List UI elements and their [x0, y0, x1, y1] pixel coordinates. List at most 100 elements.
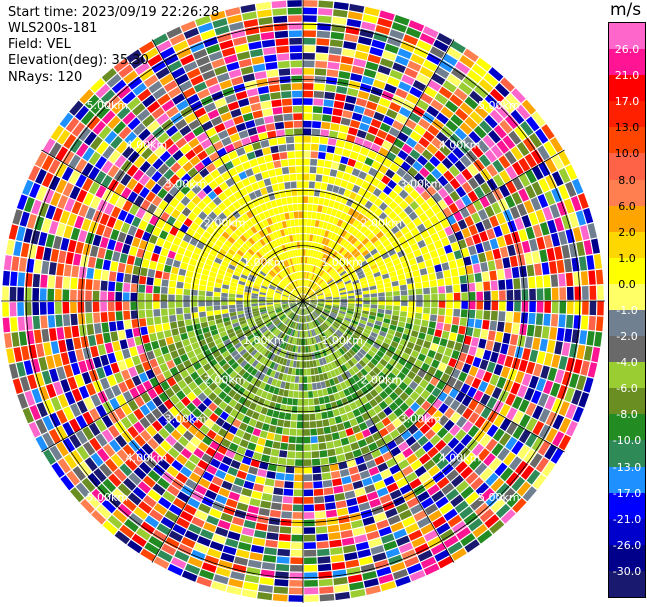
ppi-gate [95, 185, 107, 199]
ppi-gate [370, 308, 377, 313]
ppi-gate [254, 404, 263, 413]
ppi-gate [124, 234, 134, 246]
ppi-gate [41, 155, 54, 171]
ppi-gate [256, 275, 264, 281]
ppi-gate [113, 58, 129, 73]
ppi-gate [321, 472, 332, 481]
ppi-gate [297, 323, 300, 330]
ppi-gate [217, 105, 230, 115]
ppi-gate [509, 334, 519, 346]
ppi-gate [295, 345, 299, 353]
ppi-gate [266, 293, 274, 297]
ppi-gate [526, 264, 535, 277]
ppi-gate [198, 382, 208, 392]
ppi-gate [316, 533, 329, 542]
ppi-gate [199, 62, 213, 74]
ppi-gate [230, 282, 238, 287]
ppi-gate [296, 181, 303, 188]
ppi-gate [336, 85, 348, 95]
ppi-gate [138, 461, 152, 475]
ppi-gate [383, 376, 392, 386]
ppi-gate [267, 463, 278, 472]
ppi-gate [101, 110, 116, 125]
ppi-gate [450, 455, 463, 468]
ppi-gate [314, 275, 319, 282]
ppi-gate [139, 318, 147, 327]
ppi-gate [398, 459, 410, 470]
ppi-gate [426, 197, 437, 208]
ppi-gate [479, 359, 489, 371]
ppi-gate [384, 43, 399, 54]
ppi-gate [147, 438, 159, 450]
ppi-gate [90, 99, 105, 115]
ppi-gate [316, 251, 322, 259]
ppi-gate [217, 519, 231, 530]
ppi-gate [258, 249, 265, 257]
ppi-gate [460, 486, 475, 499]
ppi-gate [364, 342, 372, 349]
ppi-gate [32, 287, 40, 301]
ppi-gate [264, 277, 272, 283]
ppi-gate [298, 256, 301, 264]
ppi-gate [223, 320, 232, 327]
ppi-gate [144, 456, 157, 469]
ppi-gate [242, 432, 252, 441]
ppi-gate [295, 166, 303, 173]
ppi-gate [221, 335, 230, 342]
ppi-gate [403, 205, 414, 216]
ppi-gate [191, 342, 200, 350]
ppi-gate [254, 379, 262, 388]
ppi-gate [456, 333, 465, 344]
ppi-gate [310, 158, 318, 166]
ppi-gate [111, 384, 122, 397]
ppi-gate [157, 403, 169, 415]
ppi-gate [514, 242, 524, 255]
ppi-gate [69, 185, 81, 200]
ppi-gate [384, 282, 392, 288]
ppi-gate [33, 329, 43, 344]
ppi-gate [477, 448, 490, 462]
ppi-gate [324, 379, 331, 388]
ppi-gate [203, 522, 217, 533]
ppi-gate [99, 236, 109, 249]
ppi-gate [382, 501, 395, 512]
ppi-gate [419, 212, 429, 223]
ppi-gate [465, 354, 475, 365]
ppi-gate [280, 261, 286, 269]
ppi-gate [439, 254, 448, 264]
ppi-gate [347, 127, 358, 136]
ppi-gate [98, 125, 112, 140]
ppi-gate [192, 125, 205, 137]
ppi-gate [259, 238, 266, 247]
ppi-gate [329, 169, 338, 177]
ppi-gate [389, 271, 397, 278]
ppi-gate [113, 219, 124, 231]
ppi-gate [506, 301, 514, 312]
ppi-gate [282, 342, 287, 350]
ppi-gate [72, 466, 86, 481]
ppi-gate [279, 332, 285, 340]
ppi-gate [272, 184, 279, 192]
ppi-gate [182, 338, 191, 347]
ppi-gate [249, 134, 260, 144]
ppi-gate [427, 79, 442, 92]
ppi-gate [350, 201, 359, 210]
ppi-gate [235, 429, 245, 438]
ppi-gate [242, 112, 254, 122]
ppi-gate [101, 270, 109, 281]
ppi-gate [440, 236, 450, 247]
ppi-gate [499, 290, 506, 301]
ppi-gate [147, 489, 161, 502]
ppi-gate [163, 168, 175, 180]
ppi-gate [423, 219, 433, 229]
colorbar-label: -2.0 [616, 330, 638, 344]
ppi-gate [505, 472, 520, 487]
ppi-gate [544, 395, 556, 411]
ppi-gate [116, 106, 131, 120]
ppi-gate [275, 472, 285, 481]
ppi-gate [291, 90, 303, 98]
ppi-gate [289, 301, 296, 304]
ppi-gate [106, 73, 122, 88]
ppi-gate [138, 174, 150, 186]
ppi-gate [434, 240, 443, 250]
